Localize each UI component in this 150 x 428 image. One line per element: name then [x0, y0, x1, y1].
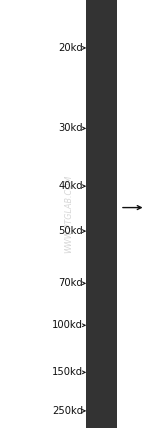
Text: 30kd: 30kd: [59, 123, 83, 134]
Text: 50kd: 50kd: [58, 226, 83, 236]
Text: WWW.PTGLAB.COM: WWW.PTGLAB.COM: [64, 175, 74, 253]
Text: 150kd: 150kd: [52, 367, 83, 377]
Text: 250kd: 250kd: [52, 406, 83, 416]
Text: 40kd: 40kd: [59, 181, 83, 191]
Text: 100kd: 100kd: [52, 320, 83, 330]
Text: 70kd: 70kd: [58, 278, 83, 288]
Text: 20kd: 20kd: [58, 43, 83, 53]
